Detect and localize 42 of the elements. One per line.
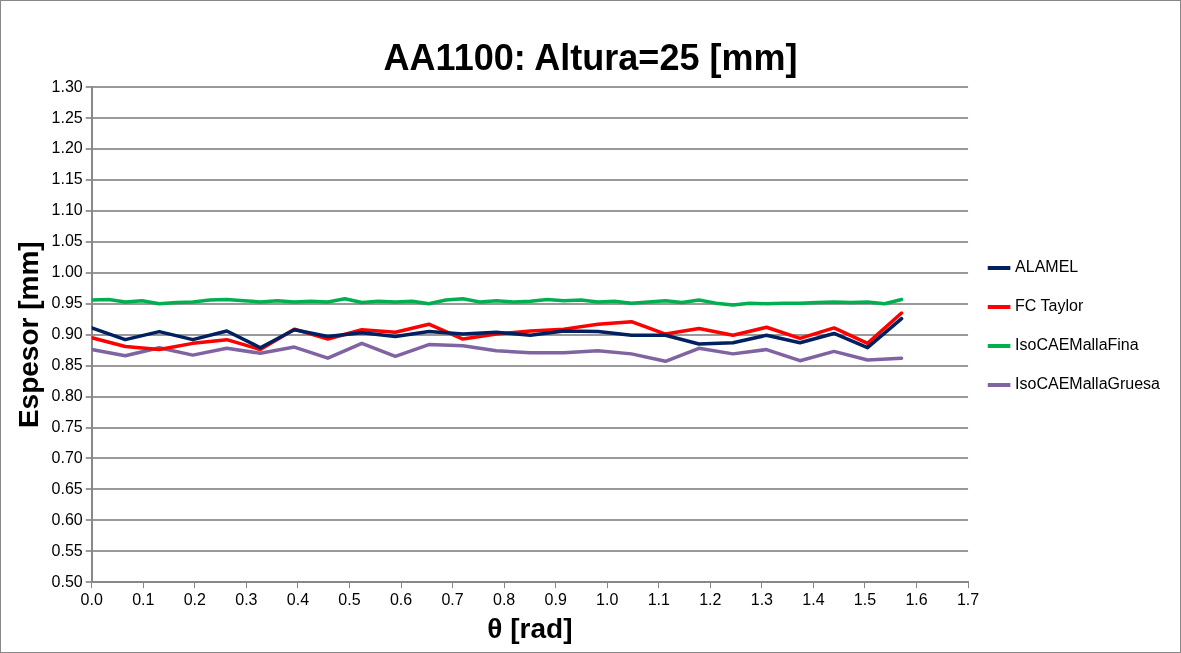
y-tick-label: 0.75 [51,417,83,435]
y-tick-label: 0.95 [51,294,83,312]
x-tick-label: 0.2 [183,591,207,609]
y-tick-label: 1.25 [51,108,83,126]
legend-label: ALAMEL [1015,258,1079,276]
x-tick-label: 0.1 [132,591,155,609]
legend-label: IsoCAEMallaGruesa [1015,375,1161,393]
y-tick-label: 0.60 [51,510,83,528]
chart-title: AA1100: Altura=25 [mm] [383,36,798,78]
y-tick-label: 1.30 [51,77,83,95]
x-tick-label: 0.7 [441,591,464,609]
x-tick-label: 0.3 [235,591,258,609]
x-axis-title: θ [rad] [487,612,573,644]
x-tick-label: 0.4 [286,591,310,609]
x-tick-label: 1.0 [596,591,619,609]
y-tick-label: 0.85 [51,356,83,374]
y-tick-label: 1.00 [51,263,83,281]
y-tick-label: 0.80 [51,386,83,404]
y-tick-label: 0.70 [51,448,83,466]
x-tick-label: 1.1 [647,591,670,609]
x-tick-label: 1.2 [699,591,722,609]
x-tick-label: 0.9 [544,591,567,609]
y-tick-label: 0.50 [51,572,83,590]
legend-label: FC Taylor [1015,297,1084,315]
y-axis-title: Espesor [mm] [12,241,44,429]
x-tick-label: 0.6 [389,591,413,609]
y-tick-label: 1.10 [51,201,83,219]
x-tick-label: 1.4 [802,591,825,609]
x-tick-label: 1.7 [956,591,980,609]
x-tick-label: 1.5 [853,591,877,609]
y-tick-label: 1.20 [51,139,83,157]
y-tick-label: 0.90 [51,325,83,343]
x-tick-label: 1.6 [905,591,928,609]
y-tick-label: 0.55 [51,541,83,559]
x-tick-label: 0.0 [80,591,103,609]
y-tick-label: 1.05 [51,232,83,250]
x-tick-label: 0.8 [493,591,516,609]
y-tick-label: 0.65 [51,479,83,497]
legend-label: IsoCAEMallaFina [1015,336,1139,354]
x-tick-label: 0.5 [338,591,361,609]
x-tick-label: 1.3 [750,591,774,609]
y-tick-label: 1.15 [51,170,83,188]
